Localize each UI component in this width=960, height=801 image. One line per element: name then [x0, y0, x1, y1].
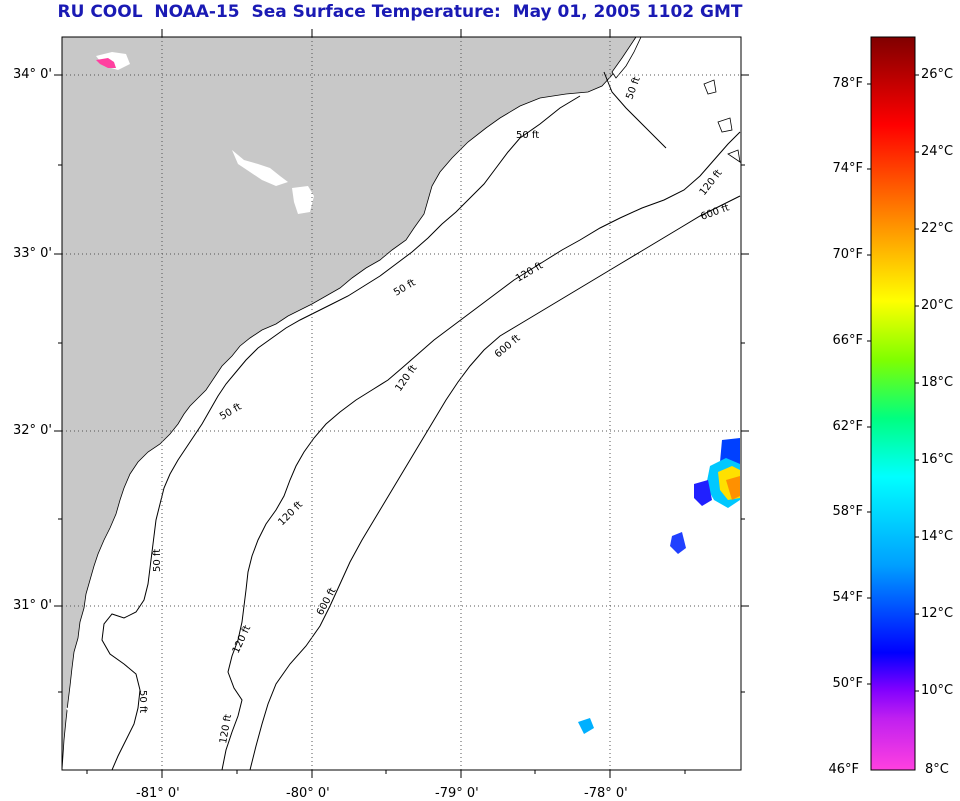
colorbar-fahrenheit-label: 78°F: [832, 76, 863, 91]
colorbar-celsius-label: 12°C: [921, 606, 954, 621]
bathymetry-contour-120ft: [221, 131, 741, 770]
latitude-label: 34° 0': [12, 67, 52, 82]
contour-label: 50 ft: [152, 549, 163, 572]
cloud-mask: [66, 706, 84, 722]
colorbar-gradient: [870, 36, 916, 771]
longitude-label: -80° 0': [286, 786, 330, 801]
axis-ticks: [54, 29, 749, 778]
colorbar-celsius-label: 20°C: [921, 298, 954, 313]
bathymetry-contour-50ft: [101, 71, 667, 770]
contour-blob: [703, 79, 741, 163]
land-area: [62, 37, 637, 770]
colorbar-celsius-label: 16°C: [921, 452, 954, 467]
colorbar-celsius-label: 26°C: [921, 67, 954, 82]
colorbar-celsius-label: 24°C: [921, 144, 954, 159]
cloud-mask: [292, 186, 314, 214]
sst-patch: [670, 532, 686, 554]
longitude-label: -81° 0': [136, 786, 180, 801]
latitude-label: 33° 0': [12, 246, 52, 261]
contour-label: 50 ft: [137, 690, 148, 713]
sst-patch: [694, 480, 712, 506]
barrier-island: [611, 37, 642, 79]
map-title: RU COOL NOAA-15 Sea Surface Temperature:…: [57, 2, 743, 22]
colorbar-celsius-label: 10°C: [921, 683, 954, 698]
contour-label: 120 ft: [218, 713, 234, 744]
colorbar-fahrenheit-label: 50°F: [832, 676, 863, 691]
colorbar-fahrenheit-label: 54°F: [832, 590, 863, 605]
latitude-label: 31° 0': [12, 598, 52, 613]
colorbar-celsius-label: 18°C: [921, 375, 954, 390]
colorbar: [867, 36, 919, 771]
sst-patch: [96, 58, 116, 68]
latitude-label: 32° 0': [12, 423, 52, 438]
colorbar-celsius-label: 22°C: [921, 221, 954, 236]
cloud-mask: [232, 150, 288, 186]
longitude-label: -79° 0': [435, 786, 479, 801]
bathymetry-contour-600ft: [249, 195, 741, 770]
map-frame: 50 ft 50 ft 50 ft 50 ft 50 ft 50 ft 120 …: [54, 29, 749, 778]
sst-patch: [726, 476, 740, 500]
colorbar-fahrenheit-label: 62°F: [832, 419, 863, 434]
longitude-label: -78° 0': [584, 786, 628, 801]
colorbar-fahrenheit-label: 74°F: [832, 161, 863, 176]
colorbar-fahrenheit-label: 46°F: [828, 762, 859, 777]
sst-patch: [578, 718, 594, 734]
colorbar-celsius-label: 8°C: [925, 762, 949, 777]
colorbar-fahrenheit-label: 70°F: [832, 247, 863, 262]
colorbar-celsius-label: 14°C: [921, 529, 954, 544]
colorbar-fahrenheit-label: 58°F: [832, 504, 863, 519]
contour-label: 50 ft: [516, 130, 539, 141]
colorbar-fahrenheit-label: 66°F: [832, 333, 863, 348]
